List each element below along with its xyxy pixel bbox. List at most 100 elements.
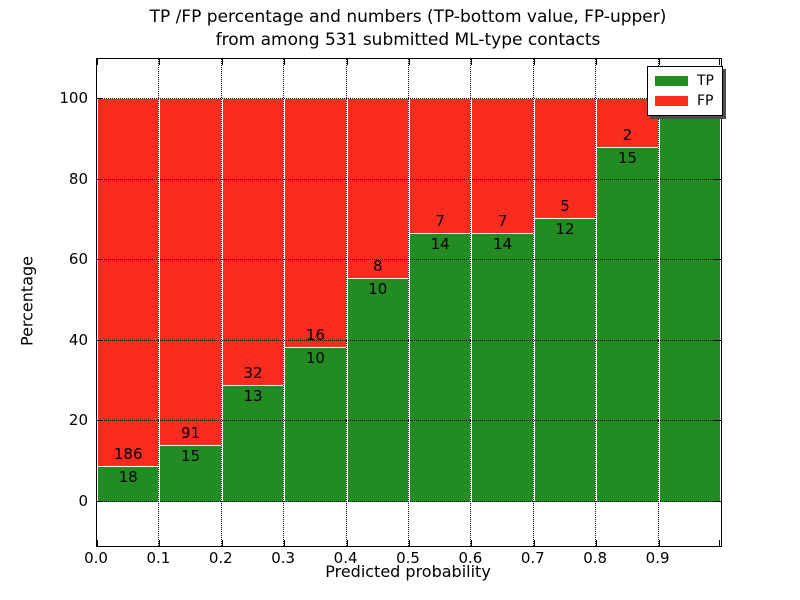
tp-segment [472,233,533,502]
bar [471,99,534,502]
x-tick-mark [471,540,473,546]
fp-count-label: 32 [243,364,263,383]
y-tick-label: 20 [68,411,88,430]
tp-segment [285,346,346,502]
y-tick-label: 60 [68,250,88,269]
fp-count-label: 91 [181,423,201,442]
fp-count-label: 8 [373,257,383,276]
x-tick-mark [658,59,660,65]
y-tick-label: 0 [78,491,88,510]
tp-count-label: 12 [555,219,575,238]
tp-count-label: 18 [118,468,138,487]
bar [533,99,597,502]
legend-item-tp: TP [655,71,714,91]
x-tick-label: 0.6 [458,549,483,567]
fp-count-label: 5 [560,196,570,215]
bar [346,99,409,502]
x-axis-label: Predicted probability [325,562,491,581]
fp-segment [472,99,533,234]
tp-segment [347,278,408,502]
bar [221,99,285,502]
plot-area: 18618911532131610810714714512215056 [96,58,722,547]
y-tick-mark [97,500,103,502]
y-tick-label: 80 [68,169,88,188]
x-tick-mark [284,59,286,65]
y-tick-mark [715,259,721,261]
legend-label-tp: TP [697,73,714,89]
h-gridline [97,259,721,261]
fp-count-label: 16 [305,325,325,344]
y-tick-mark [715,500,721,502]
chart-title-line2: from among 531 submitted ML-type contact… [215,30,601,50]
v-gridline [158,59,160,546]
x-tick-mark [159,540,161,546]
v-gridline [657,59,659,546]
tp-count-label: 10 [368,280,388,299]
y-tick-mark [715,420,721,422]
fp-segment [222,99,284,386]
x-tick-mark [658,540,660,546]
tp-count-label: 15 [617,148,637,167]
x-tick-mark [346,540,348,546]
fp-count-label: 7 [435,212,445,231]
x-tick-label: 0.0 [84,549,108,567]
x-tick-label: 0.1 [146,549,171,567]
legend: TP FP [647,66,723,116]
v-gridline [470,59,472,546]
x-tick-mark [346,59,348,65]
tp-segment [222,385,284,502]
y-tick-mark [97,98,103,100]
x-tick-mark [97,540,98,546]
bar [284,99,347,502]
x-tick-mark [719,59,720,65]
x-tick-mark [533,59,535,65]
fp-count-label: 2 [622,125,633,144]
y-tick-mark [97,339,103,341]
y-axis-label: Percentage [17,255,37,347]
v-gridline [345,59,347,546]
x-tick-label: 0.3 [271,549,296,567]
h-gridline [97,98,721,100]
fp-segment [285,99,346,347]
tp-count-label: 14 [430,235,450,254]
legend-label-fp: FP [697,93,714,109]
v-gridline [532,59,534,546]
tp-segment [98,466,159,502]
x-tick-mark [533,540,535,546]
fp-count-label: 186 [113,445,143,464]
v-gridline [595,59,597,546]
x-tick-mark [596,59,598,65]
fp-segment [160,99,221,445]
tp-segment [659,99,720,502]
fp-segment [98,99,159,467]
tp-segment [160,444,221,502]
x-tick-label: 0.9 [645,549,670,567]
y-tick-label: 40 [68,330,88,349]
tp-count-label: 13 [243,387,263,406]
h-gridline [97,420,721,422]
bar [409,99,472,502]
tp-segment [534,217,596,502]
y-tick-mark [97,259,103,261]
fp-segment [534,99,596,218]
x-tick-label: 0.4 [333,549,358,567]
chart-title-line1: TP /FP percentage and numbers (TP-bottom… [149,7,667,27]
x-tick-label: 0.2 [208,549,233,567]
fp-segment [347,99,408,279]
x-tick-mark [409,540,410,546]
fp-count-label: 7 [497,212,508,231]
fp-segment [410,99,471,234]
x-tick-mark [284,540,286,546]
tp-segment [597,146,658,502]
h-gridline [97,339,721,341]
tp-count-label: 14 [493,235,513,254]
x-tick-mark [409,59,410,65]
x-tick-mark [97,59,98,65]
legend-item-fp: FP [655,91,714,111]
x-tick-label: 0.5 [396,549,420,567]
v-gridline [283,59,285,546]
y-tick-label: 100 [59,89,88,108]
x-tick-label: 0.7 [520,549,545,567]
h-gridline [97,178,721,180]
